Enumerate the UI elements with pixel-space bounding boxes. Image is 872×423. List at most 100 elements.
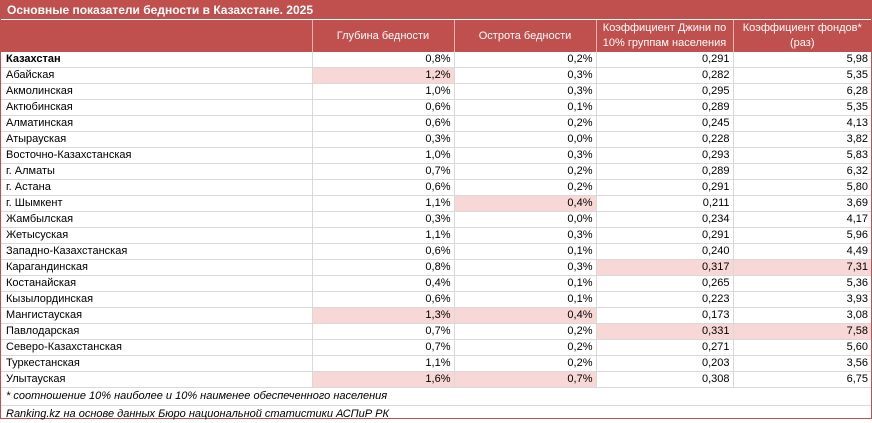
severity-cell: 0,3% <box>453 147 596 164</box>
severity-cell: 0,3% <box>453 227 596 244</box>
funds-cell: 5,83 <box>732 147 871 164</box>
funds-cell: 6,32 <box>732 163 871 180</box>
depth-cell: 1,1% <box>311 195 454 212</box>
table-row: Атырауская 0,3% 0,0% 0,228 3,82 <box>1 131 871 148</box>
table-row: Туркестанская 1,1% 0,2% 0,203 3,56 <box>1 355 871 372</box>
header-gini: Коэффициент Джини по 10% группам населен… <box>595 20 733 52</box>
depth-cell: 0,8% <box>311 259 454 276</box>
region-name-cell: Актюбинская <box>1 99 312 116</box>
table-row: г. Алматы 0,7% 0,2% 0,289 6,32 <box>1 163 871 180</box>
gini-cell: 0,203 <box>595 355 733 372</box>
region-name-cell: Абайская <box>1 67 312 84</box>
depth-cell: 0,7% <box>311 163 454 180</box>
severity-cell: 0,2% <box>453 115 596 132</box>
gini-cell: 0,211 <box>595 195 733 212</box>
header-region <box>1 20 312 52</box>
funds-cell: 6,28 <box>732 83 871 100</box>
severity-cell: 0,3% <box>453 259 596 276</box>
table-row: Павлодарская 0,7% 0,2% 0,331 7,58 <box>1 323 871 340</box>
table-row: Западно-Казахстанская 0,6% 0,1% 0,240 4,49 <box>1 243 871 260</box>
region-name-cell: Кызылординская <box>1 291 312 308</box>
gini-cell: 0,265 <box>595 275 733 292</box>
table-row: Акмолинская 1,0% 0,3% 0,295 6,28 <box>1 83 871 100</box>
gini-cell: 0,245 <box>595 115 733 132</box>
header-funds: Коэффициент фондов* (раз) <box>732 20 871 52</box>
funds-cell: 5,35 <box>732 67 871 84</box>
gini-cell: 0,223 <box>595 291 733 308</box>
table-body: Казахстан 0,8% 0,2% 0,291 5,98 Абайская 1,2% 0,… <box>1 52 871 388</box>
severity-cell: 0,4% <box>453 195 596 212</box>
table-row: Мангистауская 1,3% 0,4% 0,173 3,08 <box>1 307 871 324</box>
severity-cell: 0,2% <box>453 355 596 372</box>
source-note: Ranking.kz на основе данных Бюро национа… <box>6 408 389 420</box>
severity-cell: 0,1% <box>453 275 596 292</box>
gini-cell: 0,271 <box>595 339 733 356</box>
table-row: г. Астана 0,6% 0,2% 0,291 5,80 <box>1 179 871 196</box>
table-row: Жамбылская 0,3% 0,0% 0,234 4,17 <box>1 211 871 228</box>
table-row: Актюбинская 0,6% 0,1% 0,289 5,35 <box>1 99 871 116</box>
table-row: Костанайская 0,4% 0,1% 0,265 5,36 <box>1 275 871 292</box>
gini-cell: 0,293 <box>595 147 733 164</box>
funds-cell: 3,08 <box>732 307 871 324</box>
table-row: Улытауская 1,6% 0,7% 0,308 6,75 <box>1 371 871 388</box>
region-name-cell: Атырауская <box>1 131 312 148</box>
header-severity: Острота бедности <box>453 20 596 52</box>
funds-cell: 3,56 <box>732 355 871 372</box>
severity-cell: 0,1% <box>453 243 596 260</box>
funds-cell: 6,75 <box>732 371 871 388</box>
table-row: г. Шымкент 1,1% 0,4% 0,211 3,69 <box>1 195 871 212</box>
region-name-cell: Казахстан <box>1 52 312 68</box>
header-depth: Глубина бедности <box>311 20 454 52</box>
severity-cell: 0,1% <box>453 99 596 116</box>
depth-cell: 0,3% <box>311 131 454 148</box>
gini-cell: 0,289 <box>595 99 733 116</box>
depth-cell: 0,6% <box>311 179 454 196</box>
depth-cell: 1,0% <box>311 83 454 100</box>
severity-cell: 0,2% <box>453 52 596 68</box>
table-title: Основные показатели бедности в Казахстан… <box>1 1 871 20</box>
region-name-cell: Западно-Казахстанская <box>1 243 312 260</box>
severity-cell: 0,2% <box>453 179 596 196</box>
funds-cell: 4,49 <box>732 243 871 260</box>
region-name-cell: Туркестанская <box>1 355 312 372</box>
depth-cell: 0,7% <box>311 339 454 356</box>
severity-cell: 0,3% <box>453 67 596 84</box>
funds-cell: 7,58 <box>732 323 871 340</box>
gini-cell: 0,173 <box>595 307 733 324</box>
gini-cell: 0,291 <box>595 179 733 196</box>
table-row: Карагандинская 0,8% 0,3% 0,317 7,31 <box>1 259 871 276</box>
funds-cell: 5,35 <box>732 99 871 116</box>
severity-cell: 0,4% <box>453 307 596 324</box>
region-name-cell: Алматинская <box>1 115 312 132</box>
funds-cell: 5,36 <box>732 275 871 292</box>
region-name-cell: Павлодарская <box>1 323 312 340</box>
region-name-cell: Акмолинская <box>1 83 312 100</box>
severity-cell: 0,2% <box>453 163 596 180</box>
depth-cell: 1,0% <box>311 147 454 164</box>
funds-cell: 3,69 <box>732 195 871 212</box>
region-name-cell: Жетысуская <box>1 227 312 244</box>
severity-cell: 0,1% <box>453 291 596 308</box>
depth-cell: 1,6% <box>311 371 454 388</box>
region-name-cell: Мангистауская <box>1 307 312 324</box>
depth-cell: 0,6% <box>311 115 454 132</box>
depth-cell: 1,1% <box>311 355 454 372</box>
gini-cell: 0,295 <box>595 83 733 100</box>
table-header-row: Глубина бедности Острота бедности Коэффи… <box>1 20 871 52</box>
funds-cell: 3,93 <box>732 291 871 308</box>
table-row: Казахстан 0,8% 0,2% 0,291 5,98 <box>1 52 871 68</box>
funds-cell: 5,96 <box>732 227 871 244</box>
severity-cell: 0,3% <box>453 83 596 100</box>
table-row: Кызылординская 0,6% 0,1% 0,223 3,93 <box>1 291 871 308</box>
depth-cell: 0,3% <box>311 211 454 228</box>
gini-cell: 0,240 <box>595 243 733 260</box>
footnote: * соотношение 10% наиболее и 10% наимене… <box>1 388 871 406</box>
table-row: Восточно-Казахстанская 1,0% 0,3% 0,293 5,83 <box>1 147 871 164</box>
depth-cell: 0,8% <box>311 52 454 68</box>
gini-cell: 0,331 <box>595 323 733 340</box>
severity-cell: 0,2% <box>453 339 596 356</box>
gini-cell: 0,234 <box>595 211 733 228</box>
gini-cell: 0,317 <box>595 259 733 276</box>
depth-cell: 0,6% <box>311 291 454 308</box>
